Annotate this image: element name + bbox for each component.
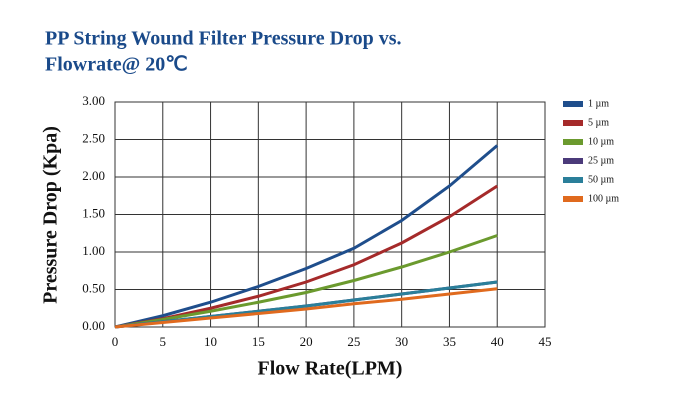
legend-label: 10 µm	[588, 136, 614, 147]
legend-label: 100 µm	[588, 193, 619, 204]
legend-label: 1 µm	[588, 98, 609, 109]
plot-frame	[114, 101, 546, 328]
x-axis-label: Flow Rate(LPM)	[258, 358, 403, 380]
legend-label: 50 µm	[588, 174, 614, 185]
x-tick-label: 40	[491, 334, 504, 349]
x-tick-label: 5	[160, 334, 167, 349]
series-line	[114, 287, 498, 329]
legend-swatch	[563, 139, 583, 145]
y-tick-label: 1.00	[82, 243, 105, 258]
y-tick-label: 1.50	[82, 205, 105, 220]
series-line	[114, 144, 499, 329]
chart-title: Flowrate@ 20℃	[45, 54, 188, 76]
legend-swatch	[563, 196, 583, 202]
x-tick-label: 30	[395, 334, 408, 349]
chart-title: PP String Wound Filter Pressure Drop vs.	[45, 28, 402, 50]
legend-label: 25 µm	[588, 155, 614, 166]
x-tick-label: 0	[112, 334, 119, 349]
x-tick-label: 20	[300, 334, 313, 349]
x-tick-label: 35	[443, 334, 456, 349]
legend-swatch	[563, 120, 583, 126]
x-tick-label: 25	[347, 334, 360, 349]
y-tick-label: 3.00	[82, 93, 105, 108]
legend-swatch	[563, 158, 583, 164]
x-tick-label: 10	[204, 334, 217, 349]
x-tick-label: 15	[252, 334, 265, 349]
y-tick-label: 2.50	[82, 130, 105, 145]
y-tick-label: 2.00	[82, 168, 105, 183]
y-tick-label: 0.00	[82, 318, 105, 333]
x-tick-label: 45	[539, 334, 552, 349]
y-axis-label: Pressure Drop (Kpa)	[40, 126, 62, 304]
legend-swatch	[563, 101, 583, 107]
legend-swatch	[563, 177, 583, 183]
y-tick-label: 0.50	[82, 280, 105, 295]
series-line	[114, 234, 498, 329]
legend-label: 5 µm	[588, 117, 609, 128]
